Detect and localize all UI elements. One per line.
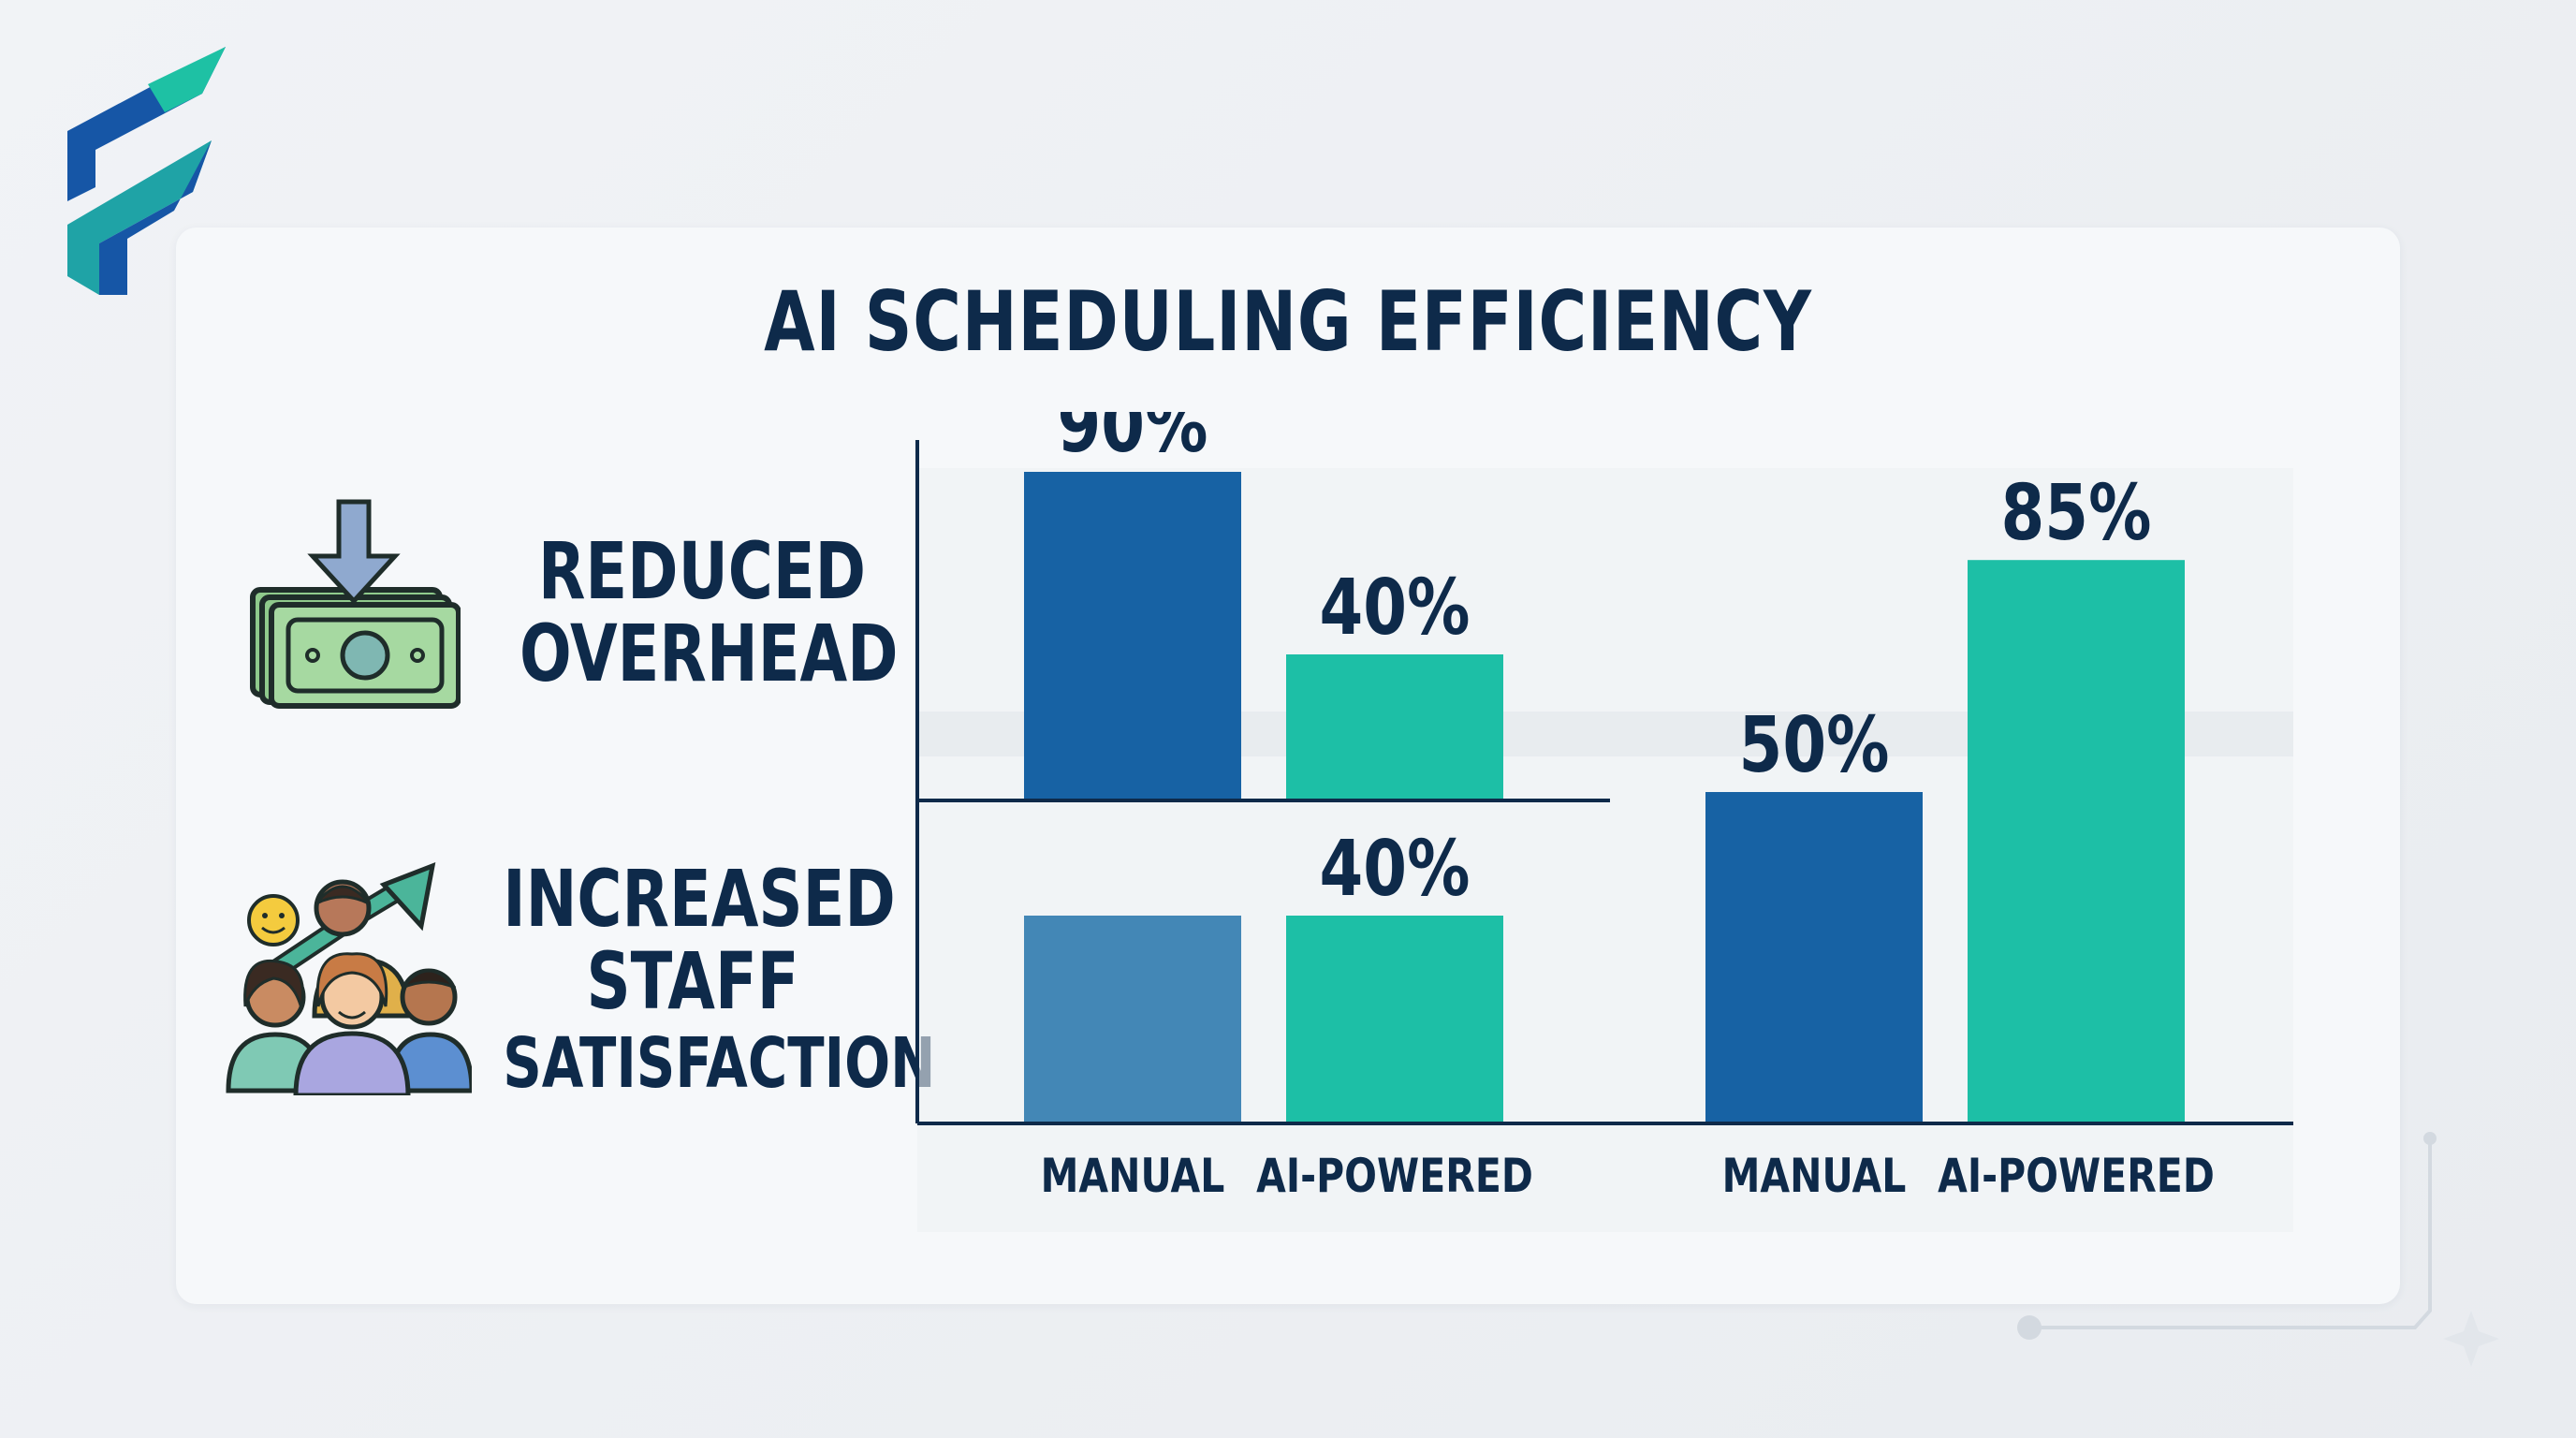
category-label: AI-POWERED — [1938, 1149, 2215, 1203]
money-down-arrow-icon — [250, 499, 461, 709]
bar-ai-powered — [1968, 560, 2185, 1123]
category-label: MANUAL — [1041, 1149, 1225, 1203]
brand-logo — [67, 47, 226, 295]
data-label: 40% — [1320, 823, 1471, 913]
label-line: OVERHEAD — [520, 608, 899, 699]
data-label: 40% — [1320, 562, 1471, 652]
bar-ai-powered — [1286, 916, 1503, 1123]
chart-title: AI SCHEDULING EFFICIENCY — [764, 273, 1812, 370]
label-reduced-overhead: REDUCED OVERHEAD — [520, 525, 899, 699]
label-line: INCREASED — [503, 853, 896, 945]
label-line: SATISFACTION — [503, 1023, 936, 1104]
data-label: 85% — [2001, 468, 2152, 558]
data-label: 90% — [1058, 412, 1208, 470]
data-label: 50% — [1739, 699, 1890, 789]
bar-manual — [1024, 472, 1241, 800]
team-growth-icon — [226, 862, 472, 1095]
category-label: MANUAL — [1722, 1149, 1907, 1203]
label-line: STAFF — [586, 935, 799, 1027]
bar-manual — [1024, 916, 1241, 1123]
category-label: AI-POWERED — [1256, 1149, 1533, 1203]
bar-chart: 90% 40% MANUAL 40% AI-POWERED 50% MANUAL 85% AI-… — [915, 412, 2293, 1232]
label-line: REDUCED — [537, 525, 867, 617]
bar-ai-powered — [1286, 654, 1503, 800]
bar-manual — [1705, 792, 1923, 1123]
label-increased-staff-satisfaction: INCREASED STAFF SATISFACTION — [503, 853, 936, 1105]
